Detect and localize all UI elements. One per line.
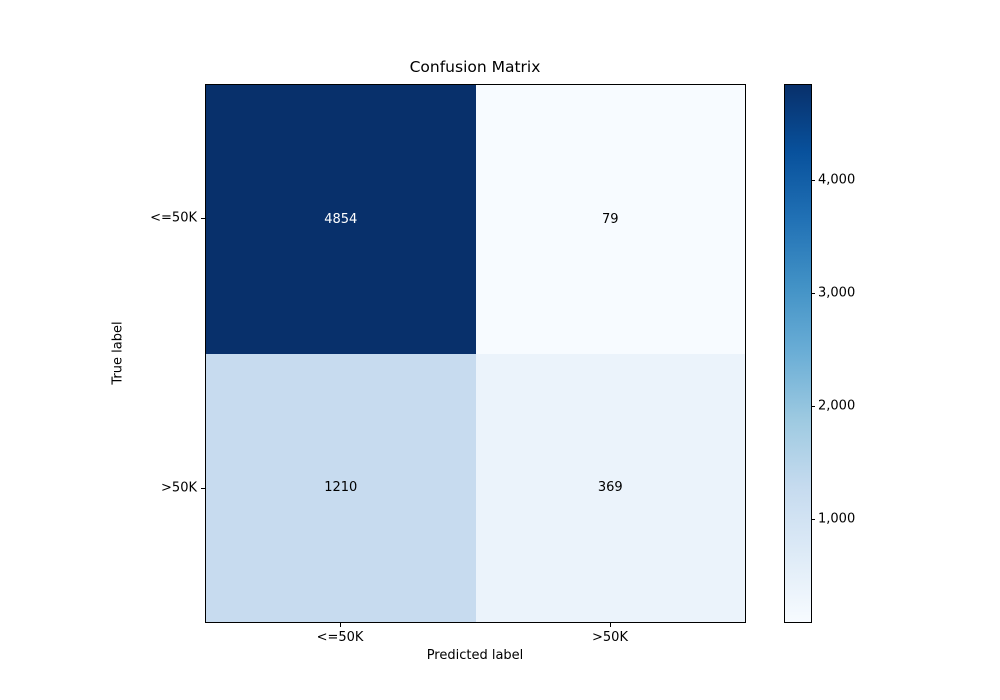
- colorbar-tick-label: 4,000: [818, 172, 856, 188]
- chart-title: Confusion Matrix: [409, 58, 541, 76]
- heatmap-cell-true0-pred0: 4854: [206, 85, 476, 354]
- colorbar-tick-label: 2,000: [818, 398, 856, 414]
- y-tick-label: <=50K: [150, 210, 197, 226]
- colorbar-tick-mark: [811, 519, 815, 520]
- y-tick-label: >50K: [161, 480, 197, 496]
- cell-value: 79: [601, 211, 619, 227]
- heatmap-cell-true1-pred1: 369: [475, 353, 745, 622]
- colorbar-tick-mark: [811, 293, 815, 294]
- colorbar: [784, 84, 812, 623]
- colorbar-tick-label: 3,000: [818, 285, 856, 301]
- y-tick-mark: [201, 218, 205, 219]
- x-tick-label: <=50K: [316, 630, 364, 645]
- x-tick-mark: [340, 623, 341, 627]
- x-axis-title: Predicted label: [426, 648, 524, 663]
- cell-value: 369: [597, 480, 623, 496]
- y-axis-title: True label: [110, 321, 126, 385]
- heatmap-cell-true1-pred0: 1210: [206, 353, 476, 622]
- colorbar-tick-mark: [811, 180, 815, 181]
- cell-value: 4854: [324, 211, 358, 227]
- y-tick-mark: [201, 488, 205, 489]
- colorbar-tick-label: 1,000: [818, 511, 856, 527]
- heatmap-cell-true0-pred1: 79: [475, 85, 745, 354]
- x-tick-mark: [610, 623, 611, 627]
- cell-value: 1210: [324, 480, 358, 496]
- colorbar-tick-mark: [811, 406, 815, 407]
- plot-area: 4854 79 1210 369: [205, 84, 746, 623]
- x-tick-label: >50K: [592, 630, 628, 645]
